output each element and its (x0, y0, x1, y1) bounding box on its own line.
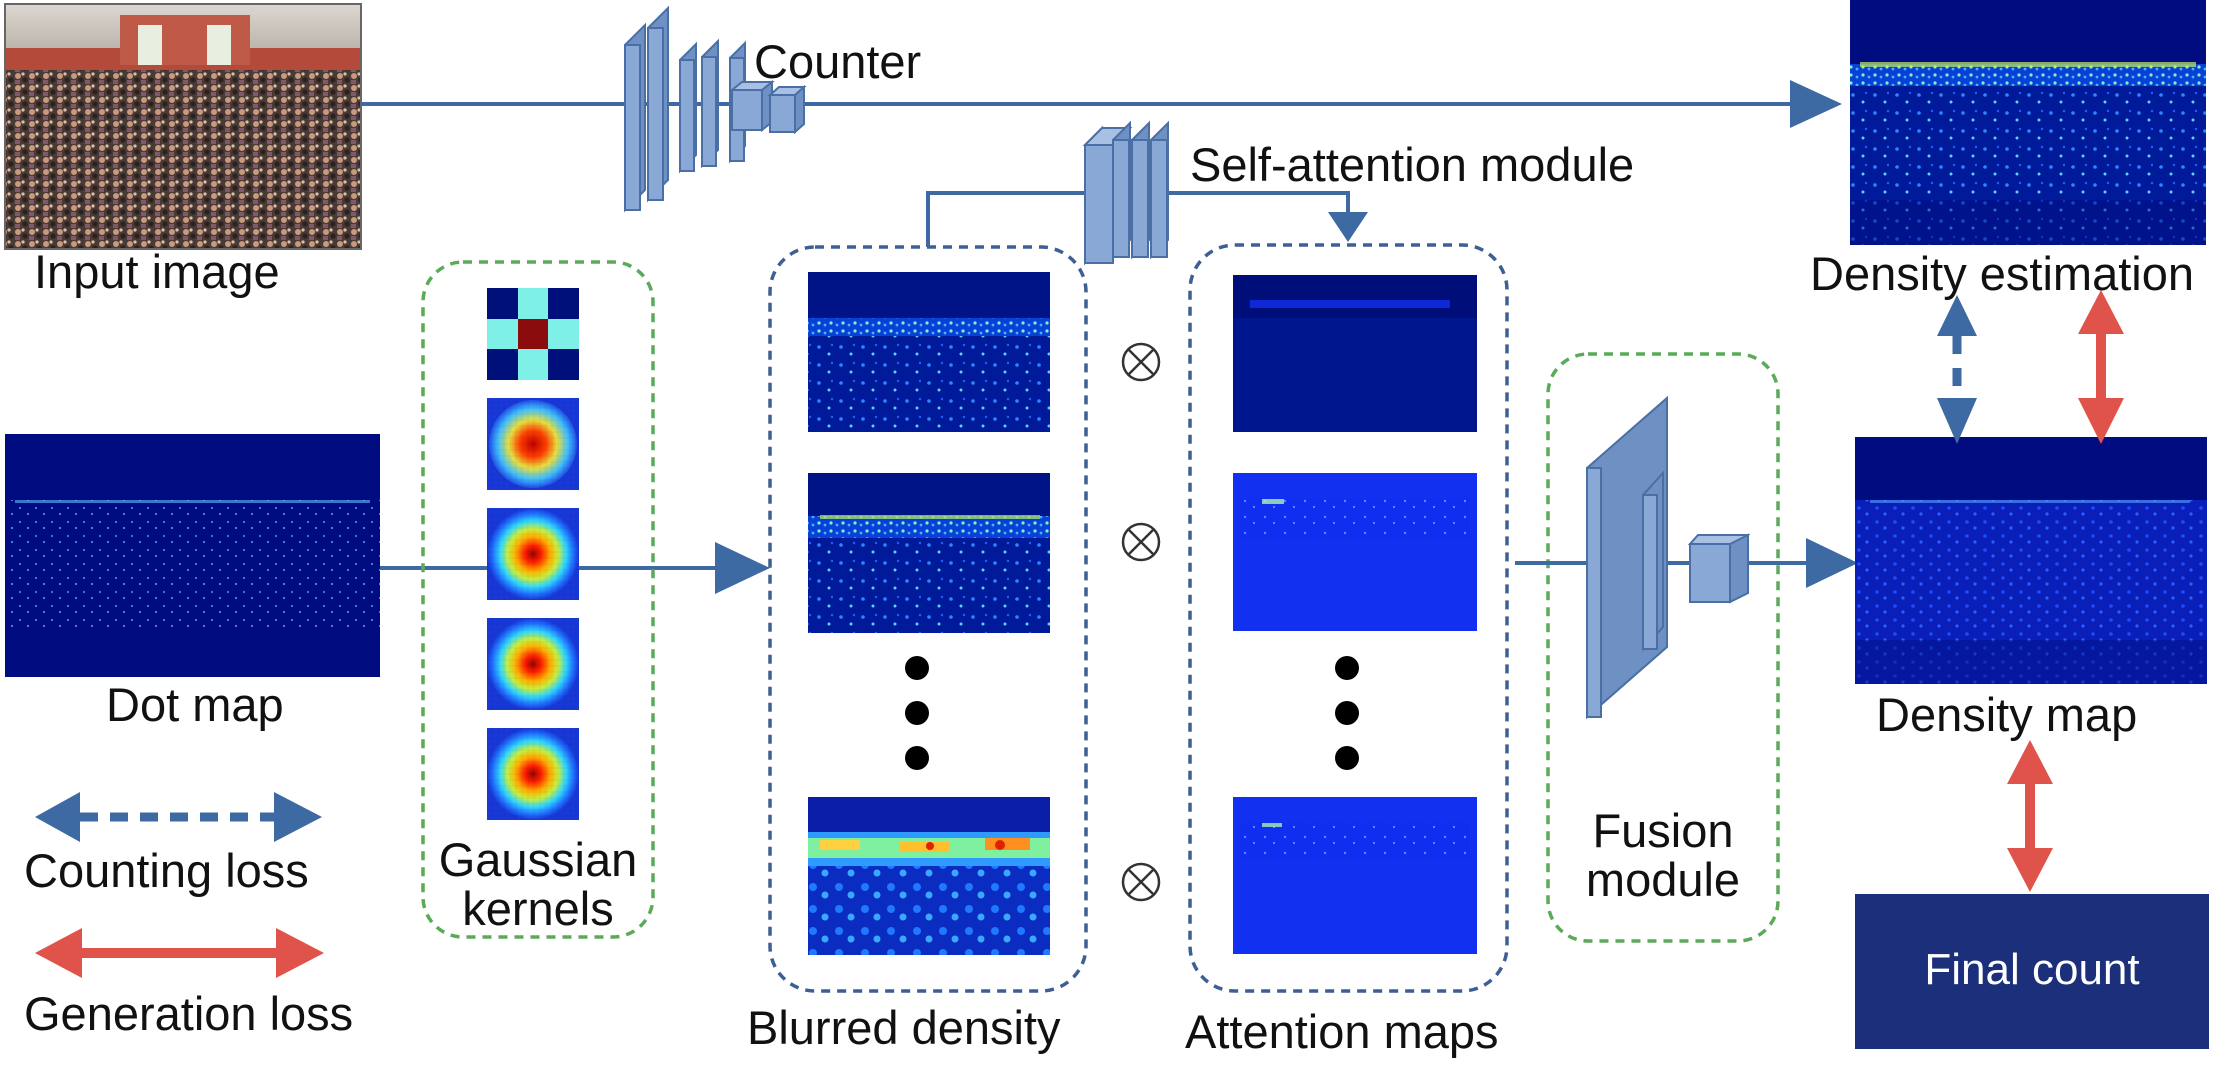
density-map-label: Density map (1876, 688, 2138, 741)
blurred-density-map-n (808, 797, 1050, 955)
counting-loss-link (1937, 295, 1977, 444)
final-count-loss-link (2007, 740, 2053, 892)
gaussian-kernel-small (487, 288, 579, 380)
counter-arrowhead (1790, 80, 1842, 128)
gaussian-label-line1: Gaussian (438, 833, 638, 886)
self-attention-network-icon (1082, 120, 1169, 266)
fusion-module-label: Fusion module (1548, 806, 1778, 905)
fusion-arrowhead (1806, 538, 1858, 588)
attention-maps-label: Attention maps (1185, 1005, 1499, 1058)
fusion-network-icon (1586, 395, 1751, 720)
input-image-label: Input image (34, 245, 280, 298)
counter-network-icon (624, 5, 807, 213)
final-count-box (1855, 894, 2209, 1049)
gaussian-kernel-2 (487, 398, 579, 490)
final-count-label: Final count (1924, 945, 2140, 994)
gaussian-kernel-5 (487, 728, 579, 820)
attention-map-2 (1233, 473, 1477, 631)
generation-loss-legend-arrow (35, 928, 324, 978)
generation-loss-link (2078, 290, 2124, 444)
dot-map-label: Dot map (106, 678, 284, 731)
counting-loss-label: Counting loss (24, 844, 309, 897)
gaussian-label-line2: kernels (462, 882, 614, 936)
attention-maps-box (1188, 243, 1509, 993)
blur-arrowhead (715, 542, 770, 594)
blurred-density-map-1 (808, 272, 1050, 432)
attention-map-n (1233, 797, 1477, 954)
gaussian-kernels-box (421, 260, 655, 939)
gaussian-kernels-label: Gaussian kernels (423, 835, 653, 934)
generation-loss-label: Generation loss (24, 987, 354, 1040)
density-map (1855, 437, 2207, 684)
fusion-module-box (1546, 352, 1780, 943)
multiply-symbol-2 (1121, 522, 1161, 562)
density-estimation-map (1850, 0, 2206, 245)
dot-map (5, 434, 380, 677)
attention-ellipsis-dots (1335, 656, 1359, 770)
attention-map-1 (1233, 275, 1477, 432)
counting-loss-legend-arrow (35, 792, 322, 842)
blurred-density-map-2 (808, 473, 1050, 633)
self-attention-label: Self-attention module (1190, 138, 1635, 191)
gaussian-kernel-4 (487, 618, 579, 710)
density-estimation-label: Density estimation (1810, 247, 2194, 300)
counter-label: Counter (754, 35, 922, 88)
blurred-density-label: Blurred density (747, 1001, 1061, 1054)
multiply-symbol-3 (1121, 862, 1161, 902)
multiply-symbol-1 (1121, 342, 1161, 382)
self-attention-arrowhead (1328, 212, 1368, 242)
fusion-label-line1: Fusion (1592, 804, 1734, 857)
input-image-thumbnail (4, 3, 362, 250)
fusion-label-line2: module (1585, 853, 1741, 907)
gaussian-kernel-3 (487, 508, 579, 600)
blurred-ellipsis-dots (905, 656, 929, 770)
